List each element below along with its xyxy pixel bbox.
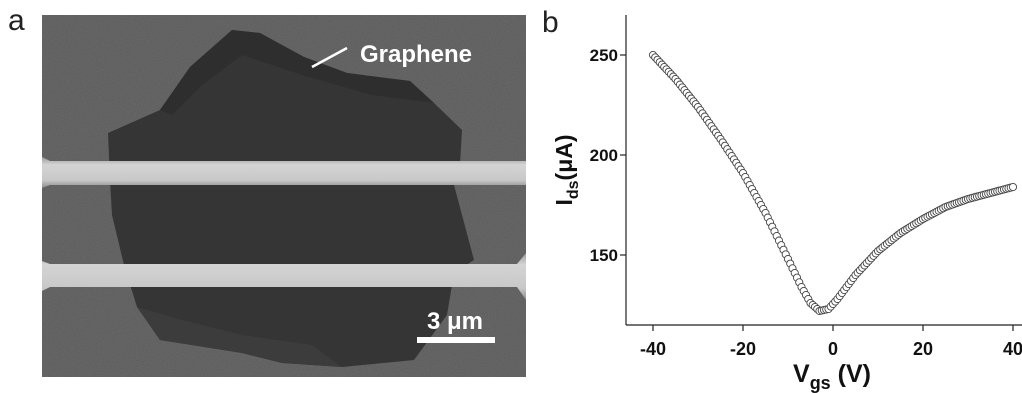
electrode-upper (42, 157, 526, 188)
sem-micrograph: Graphene 3 μm (42, 15, 526, 377)
x-tick-label: -40 (640, 339, 666, 359)
scale-bar-label: 3 μm (427, 308, 483, 335)
transfer-curve-chart: -40 -20 0 20 40 150 200 250 Vgs (V) Ids(μA) (551, 15, 1022, 393)
x-axis-label: Vgs (V) (793, 360, 871, 393)
y-axis-label-main: I (551, 199, 577, 205)
electrode-lower (42, 253, 526, 300)
panel-label-a: a (8, 4, 25, 37)
y-axis-label-sub: ds (565, 180, 582, 199)
x-tick-label: 0 (828, 339, 838, 359)
x-axis-label-sub: gs (810, 373, 831, 393)
y-axis-label: Ids(μA) (551, 134, 582, 205)
annotation-pointer (311, 46, 348, 69)
x-axis-label-unit: (V) (831, 360, 871, 388)
graphene-label: Graphene (360, 41, 472, 68)
plot-frame (625, 15, 1022, 326)
x-axis-label-main: V (793, 360, 810, 388)
y-tick-label: 200 (590, 146, 618, 165)
x-tick-label: 40 (1003, 339, 1022, 359)
y-tick-label: 150 (590, 246, 618, 265)
scale-bar (417, 337, 495, 343)
y-axis-label-unit: (μA) (551, 134, 577, 180)
x-tick-label: 20 (913, 339, 933, 359)
data-series (648, 50, 1018, 316)
data-point (1008, 182, 1018, 192)
x-tick-label: -20 (730, 339, 756, 359)
y-tick-label: 250 (590, 46, 618, 65)
panel-label-b: b (542, 6, 559, 39)
axes: -40 -20 0 20 40 150 200 250 (590, 46, 1022, 359)
